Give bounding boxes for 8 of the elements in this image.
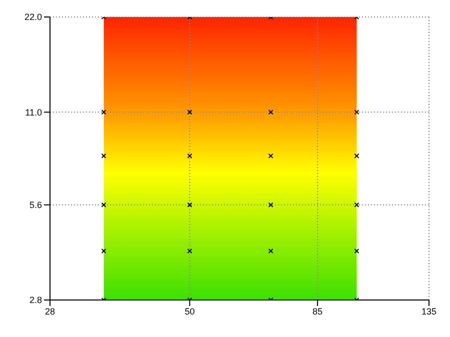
y-tick-label: 5.6 (29, 200, 42, 210)
x-tick-label: 135 (421, 306, 437, 316)
y-tick-label: 2.8 (29, 295, 42, 306)
x-tick-label: 50 (184, 306, 195, 316)
x-tick-label: 85 (312, 306, 323, 316)
y-tick-label: 11.0 (25, 107, 42, 118)
x-tick-label: 28 (44, 306, 56, 316)
y-tick-label: 22.0 (24, 12, 42, 22)
